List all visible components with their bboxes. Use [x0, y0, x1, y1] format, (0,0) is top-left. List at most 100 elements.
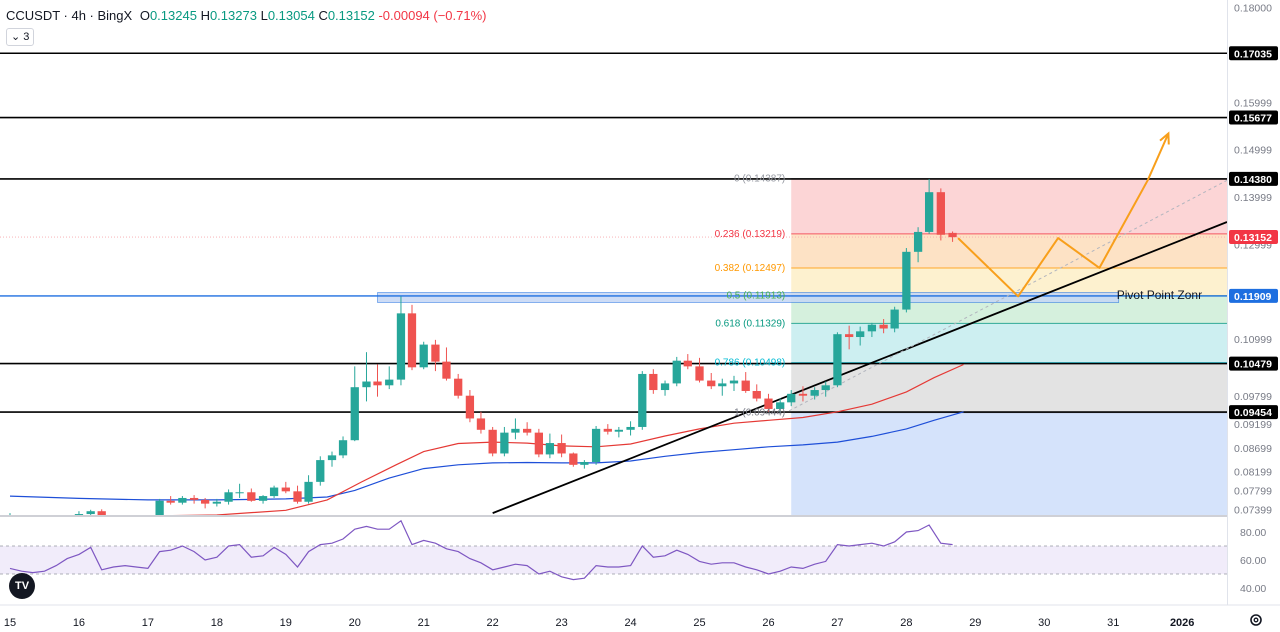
fib-level-label: 0.5 (0.11913)	[726, 291, 785, 302]
tradingview-logo-icon[interactable]: TV	[9, 573, 35, 599]
candle-body	[269, 487, 279, 497]
open-value: 0.13245	[149, 8, 197, 23]
last-price-tag	[1229, 230, 1278, 245]
candle-body	[936, 192, 945, 235]
fib-level-label: 0.382 (0.12497)	[715, 263, 786, 274]
candle-body	[97, 511, 106, 515]
candle-body	[224, 492, 233, 502]
candle-body	[534, 432, 543, 455]
expand-chevron-icon: ⌄	[11, 31, 21, 43]
candle-body	[166, 500, 175, 503]
candle-body	[373, 381, 382, 386]
candle-body	[465, 395, 475, 419]
fib-zone	[791, 233, 1227, 269]
symbol-title[interactable]: CCUSDT · 4h · BingX	[6, 8, 133, 23]
candle-body	[212, 501, 221, 504]
candle-body	[338, 440, 348, 456]
level-price-tag-label: 0.14380	[1234, 174, 1272, 186]
candle-body	[500, 432, 509, 454]
time-tick-label: 21	[418, 617, 430, 629]
indicators-toggle[interactable]: ⌄ 3	[6, 28, 35, 46]
settings-gear-icon[interactable]	[1248, 612, 1264, 628]
rsi-tick-label: 40.00	[1240, 583, 1266, 595]
candle-body	[235, 492, 244, 494]
candle-body	[362, 381, 371, 388]
candle-body	[454, 378, 463, 396]
candle-body	[845, 334, 854, 338]
candle-body	[890, 309, 899, 329]
pivot-price-tag	[1229, 288, 1278, 303]
price-tick-label: 0.18000	[1234, 3, 1272, 15]
rsi-tick-label: 80.00	[1240, 527, 1266, 539]
candle-body	[431, 344, 440, 362]
candle-body	[660, 383, 670, 391]
ohlc-values: O0.13245 H0.13273 L0.13054 C0.13152 -0.0…	[139, 8, 487, 23]
candle-body	[419, 344, 428, 368]
price-tick-label: 0.08699	[1234, 443, 1272, 455]
level-price-tag	[1229, 356, 1278, 371]
candle-body	[683, 360, 692, 367]
time-tick-label: 20	[349, 617, 361, 629]
rsi-tick-label: 60.00	[1240, 555, 1266, 567]
time-tick-label: 2026	[1170, 617, 1194, 629]
candle-body	[879, 324, 888, 329]
time-tick-label: 16	[73, 617, 85, 629]
candle-body	[523, 428, 532, 433]
price-tick-label: 0.07399	[1234, 504, 1272, 516]
candle-body	[741, 380, 750, 391]
fib-zone	[791, 323, 1227, 363]
fib-zone	[791, 412, 1227, 515]
time-tick-label: 28	[900, 617, 912, 629]
candle-body	[580, 461, 589, 465]
projection-path	[957, 133, 1170, 298]
pivot-zone-label: Pivot Point Zonr	[1117, 288, 1202, 302]
level-price-tag-label: 0.10479	[1234, 359, 1272, 371]
candle-body	[649, 373, 658, 391]
candle-body	[776, 402, 785, 409]
price-tick-label: 0.09199	[1234, 419, 1272, 431]
level-price-tag-label: 0.09454	[1234, 407, 1272, 419]
candle-body	[350, 387, 359, 441]
time-tick-label: 23	[555, 617, 567, 629]
candle-body	[442, 361, 451, 379]
fib-level-label: 0.236 (0.13219)	[715, 229, 786, 240]
candle-body	[867, 324, 877, 332]
price-tick-label: 0.13999	[1234, 192, 1272, 204]
candle-body	[293, 491, 302, 502]
time-tick-label: 25	[693, 617, 705, 629]
level-price-tag	[1229, 46, 1278, 61]
candle-body	[707, 380, 716, 387]
candle-body	[557, 443, 566, 454]
dashed-trendline	[788, 179, 1227, 412]
high-value: 0.13273	[209, 8, 257, 23]
candle-body	[856, 331, 865, 338]
candle-body	[787, 393, 796, 403]
close-value: 0.13152	[327, 8, 375, 23]
candle-body	[86, 511, 95, 515]
candle-body	[74, 514, 84, 515]
time-tick-label: 18	[211, 617, 223, 629]
price-tick-label: 0.09799	[1234, 391, 1272, 403]
candle-body	[810, 390, 819, 396]
candle-body	[603, 428, 612, 432]
candle-body	[247, 492, 256, 501]
time-tick-label: 24	[624, 617, 636, 629]
time-tick-label: 22	[487, 617, 499, 629]
candle-body	[948, 232, 957, 238]
projection-arrowhead	[1159, 131, 1170, 145]
candle-body	[178, 497, 187, 503]
candle-body	[304, 481, 313, 502]
candle-body	[764, 398, 773, 409]
fib-level-label: 0 (0.14387)	[734, 174, 785, 185]
candle-body	[396, 313, 406, 380]
candle-body	[476, 418, 486, 430]
level-price-tag	[1229, 110, 1278, 125]
candle-body	[200, 499, 210, 504]
candle-body	[591, 428, 601, 462]
support-trendline	[492, 221, 1227, 514]
candle-body	[327, 455, 337, 461]
time-tick-label: 19	[280, 617, 292, 629]
change-value: -0.00094 (−0.71%)	[378, 8, 487, 23]
candle-body	[316, 460, 325, 482]
